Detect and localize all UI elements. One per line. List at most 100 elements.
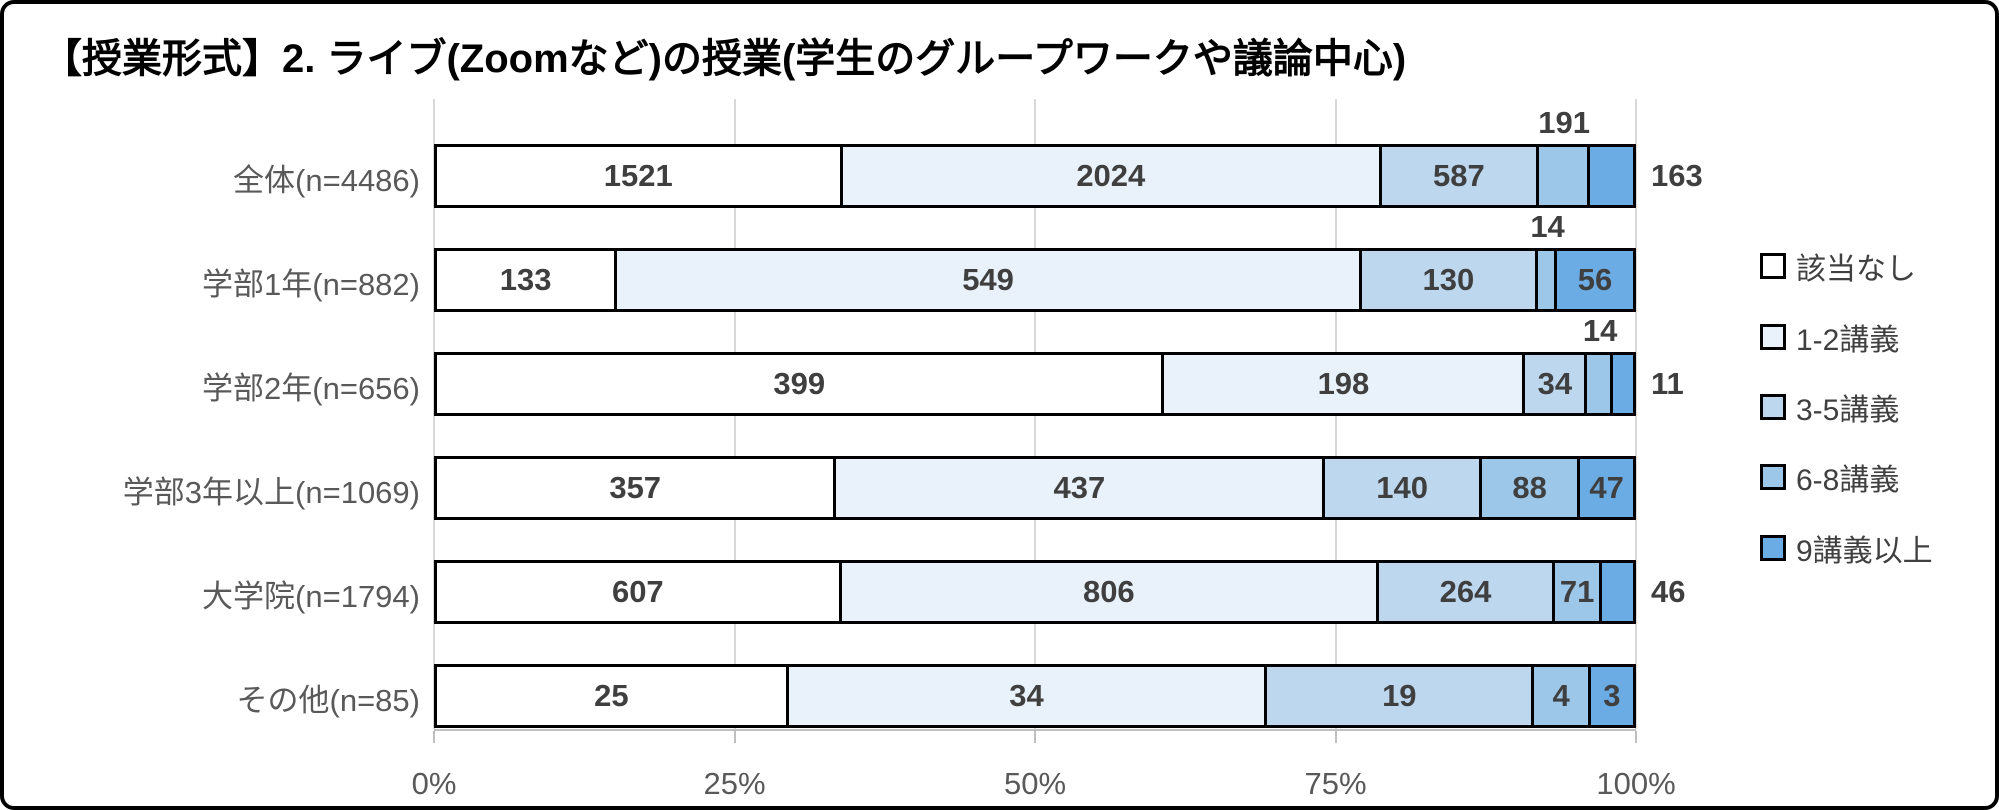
- bar-segment: 399: [437, 355, 1165, 413]
- x-tick-label: 0%: [411, 766, 457, 801]
- value-label: 133: [499, 262, 552, 297]
- bar-row: 607 806 264 71 46: [434, 560, 1685, 624]
- bar-segment: [1538, 147, 1590, 205]
- legend-label: 9講義以上: [1796, 535, 1933, 568]
- bar-segment: 198: [1164, 355, 1526, 413]
- bar-segment: 133: [437, 251, 618, 309]
- value-label: 607: [611, 574, 664, 609]
- bar-row: 25 34 19 4 3: [434, 664, 1636, 728]
- value-label: 130: [1422, 262, 1475, 297]
- legend-swatch-icon: [1760, 394, 1786, 420]
- value-label: 3: [1603, 678, 1621, 713]
- bar-segment: 47: [1580, 459, 1633, 517]
- bar-row: 399 198 34 14 11: [434, 313, 1684, 416]
- value-label: 34: [1537, 366, 1573, 401]
- category-label: 全体(n=4486): [233, 163, 420, 198]
- category-label: 学部2年(n=656): [202, 371, 420, 406]
- x-tick-label: 25%: [703, 766, 766, 801]
- value-label: 46: [1651, 574, 1686, 609]
- x-axis-tick: [433, 731, 435, 743]
- bar-segment: 1521: [437, 147, 843, 205]
- value-label: 399: [773, 366, 826, 401]
- bar-segment: 2024: [842, 147, 1383, 205]
- x-axis-tick: [1034, 731, 1036, 743]
- value-label: 191: [1538, 105, 1590, 140]
- bar-segment: 71: [1554, 563, 1603, 621]
- legend-item: 1-2講義: [1760, 315, 1899, 359]
- legend-label: 3-5講義: [1796, 394, 1900, 427]
- legend-item: 3-5講義: [1760, 385, 1899, 429]
- bar-segment: 587: [1382, 147, 1539, 205]
- x-axis-tick: [733, 731, 736, 743]
- legend-item: 該当なし: [1760, 244, 1916, 288]
- value-label: 88: [1512, 470, 1547, 505]
- x-tick-label: 100%: [1596, 766, 1676, 801]
- x-tick-label: 50%: [1003, 766, 1067, 801]
- bar-segment: 437: [836, 459, 1326, 517]
- x-tick-label: 75%: [1304, 766, 1367, 801]
- value-label: 25: [594, 678, 629, 713]
- bar-row: 133 549 130 14 56: [434, 209, 1636, 312]
- bar-row: 357 437 140 88 47: [434, 456, 1636, 520]
- category-label: 学部1年(n=882): [202, 267, 420, 302]
- bar-segment: 3: [1590, 667, 1633, 725]
- bar-segment: [1612, 355, 1633, 413]
- value-label: 19: [1382, 678, 1417, 713]
- value-label: 264: [1439, 574, 1492, 609]
- bar-segment: 140: [1325, 459, 1482, 517]
- bar-segment: 19: [1267, 667, 1535, 725]
- value-label: 2024: [1076, 158, 1146, 193]
- value-label: 198: [1317, 366, 1370, 401]
- value-label: 34: [1009, 678, 1044, 713]
- x-axis-line: [434, 729, 1636, 731]
- x-axis-tick: [1635, 731, 1637, 743]
- category-label: その他(n=85): [236, 683, 420, 718]
- bar-segment: 34: [1525, 355, 1588, 413]
- bar-row: 1521 2024 587 191 163: [434, 105, 1703, 208]
- bar-segment: [1589, 147, 1633, 205]
- bar-segment: 264: [1378, 563, 1555, 621]
- legend-swatch-icon: [1760, 253, 1786, 279]
- legend-swatch-icon: [1760, 535, 1786, 561]
- bar-segment: 88: [1481, 459, 1581, 517]
- bar-segment: [1538, 251, 1558, 309]
- legend-swatch-icon: [1760, 464, 1786, 490]
- legend-item: 6-8講義: [1760, 455, 1899, 499]
- bar-segment: 806: [841, 563, 1379, 621]
- value-label: 71: [1559, 574, 1595, 609]
- chart-title: 【授業形式】2. ライブ(Zoomなど)の授業(学生のグループワークや議論中心): [42, 37, 1407, 81]
- bar-segment: 4: [1534, 667, 1591, 725]
- value-label: 357: [609, 470, 662, 505]
- legend-label: 1-2講義: [1796, 324, 1900, 357]
- value-label: 437: [1053, 470, 1106, 505]
- value-label: 14: [1530, 209, 1565, 244]
- bar-segment: 25: [437, 667, 789, 725]
- value-label: 140: [1376, 470, 1428, 505]
- value-label: 11: [1651, 366, 1684, 401]
- value-label: 587: [1432, 158, 1485, 193]
- value-label: 1521: [603, 158, 673, 193]
- x-axis-tick: [1334, 731, 1337, 743]
- legend-item: 9講義以上: [1760, 526, 1933, 570]
- value-label: 806: [1082, 574, 1135, 609]
- value-label: 14: [1582, 313, 1618, 348]
- value-label: 47: [1589, 470, 1624, 505]
- legend-swatch-icon: [1760, 324, 1786, 350]
- value-label: 4: [1552, 678, 1570, 713]
- value-label: 56: [1577, 262, 1613, 297]
- legend-label: 該当なし: [1796, 253, 1916, 286]
- value-label: 163: [1651, 158, 1703, 193]
- bar-segment: 34: [788, 667, 1268, 725]
- category-label: 大学院(n=1794): [202, 579, 420, 614]
- bar-segment: 56: [1557, 251, 1633, 309]
- bar-segment: 357: [437, 459, 837, 517]
- bar-segment: 549: [617, 251, 1362, 309]
- bar-segment: 130: [1361, 251, 1539, 309]
- category-label: 学部3年以上(n=1069): [122, 475, 420, 510]
- bar-segment: [1602, 563, 1633, 621]
- legend-label: 6-8講義: [1796, 464, 1900, 497]
- bar-segment: [1587, 355, 1613, 413]
- bar-segment: 607: [437, 563, 842, 621]
- gridline-100%: [1635, 99, 1637, 729]
